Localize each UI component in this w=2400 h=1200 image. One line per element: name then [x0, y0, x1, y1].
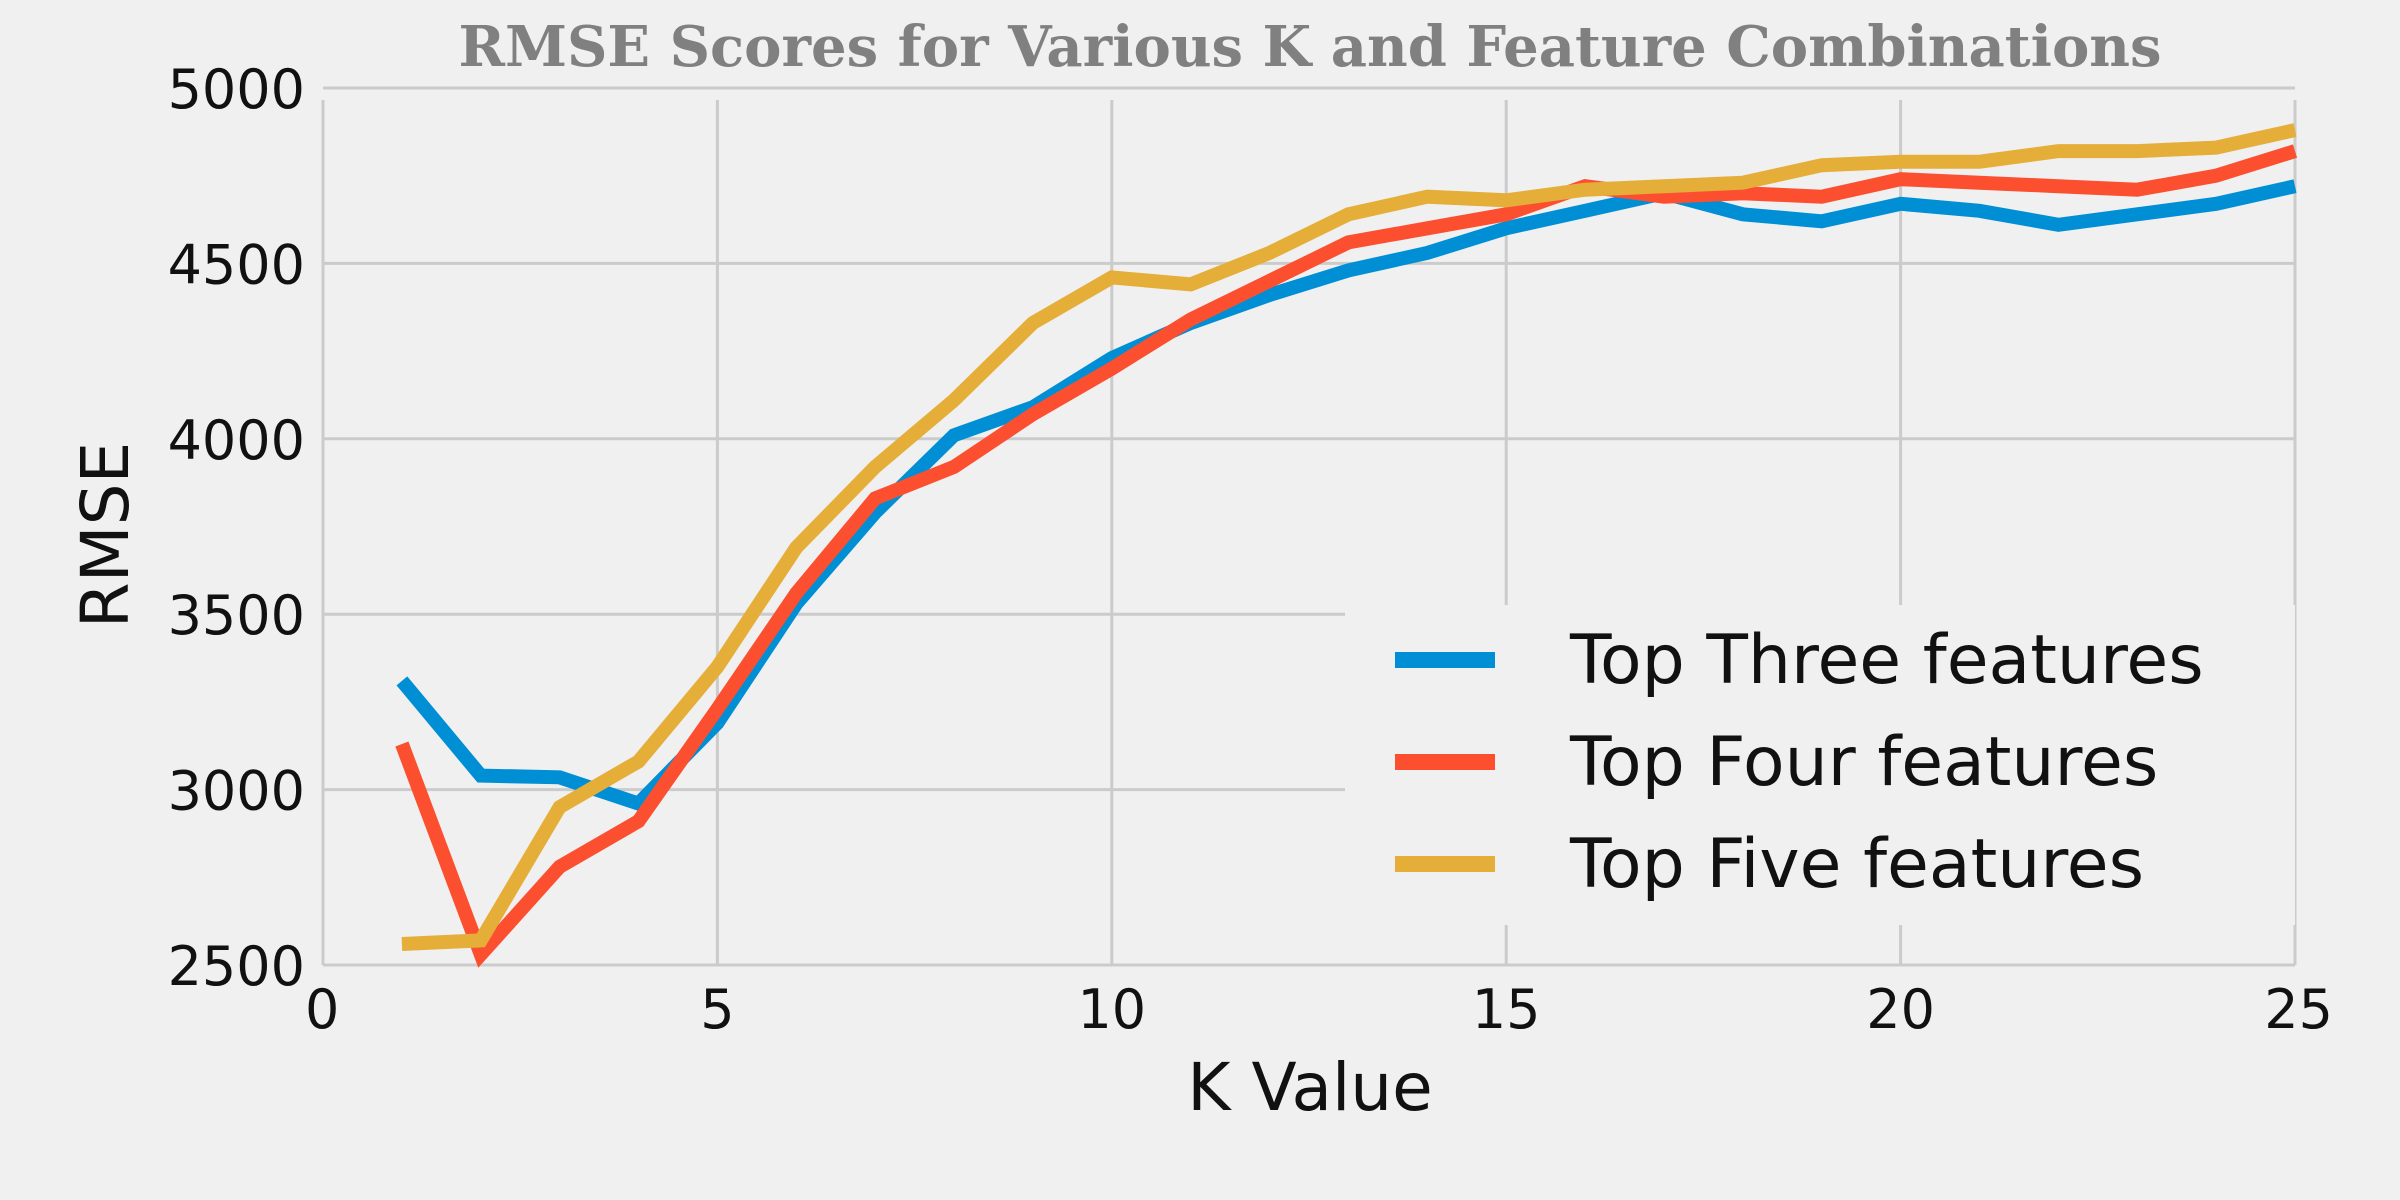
y-tick-label: 3000 — [168, 760, 305, 823]
y-tick-label: 2500 — [168, 935, 305, 998]
x-tick-label: 15 — [1472, 978, 1541, 1041]
y-tick-label: 4000 — [168, 409, 305, 472]
series-lines — [395, 123, 2298, 968]
legend-label: Top Five features — [1569, 825, 2144, 904]
x-tick-label: 5 — [700, 978, 734, 1041]
series-line — [395, 144, 2298, 968]
series-line — [401, 123, 2297, 951]
x-tick-label: 25 — [2264, 978, 2333, 1041]
series-line — [396, 179, 2297, 812]
y-axis-label: RMSE — [67, 442, 144, 628]
legend-label: Top Four features — [1569, 723, 2158, 802]
y-tick-label: 4500 — [168, 233, 305, 296]
chart-title: RMSE Scores for Various K and Feature Co… — [458, 14, 2161, 80]
legend-label: Top Three features — [1569, 621, 2204, 700]
x-axis-label: K Value — [1187, 1049, 1433, 1126]
x-tick-label: 20 — [1866, 978, 1935, 1041]
tick-labels: 0 5 10 15 20 25 2500 3000 3500 4000 4500 5000 — [168, 58, 2333, 1041]
x-tick-label: 10 — [1077, 978, 1146, 1041]
x-tick-label: 0 — [305, 978, 339, 1041]
y-tick-label: 3500 — [168, 584, 305, 647]
legend: Top Three features Top Four features Top F… — [1345, 605, 2295, 925]
legend-box — [1345, 605, 2295, 925]
y-tick-label: 5000 — [168, 58, 305, 121]
